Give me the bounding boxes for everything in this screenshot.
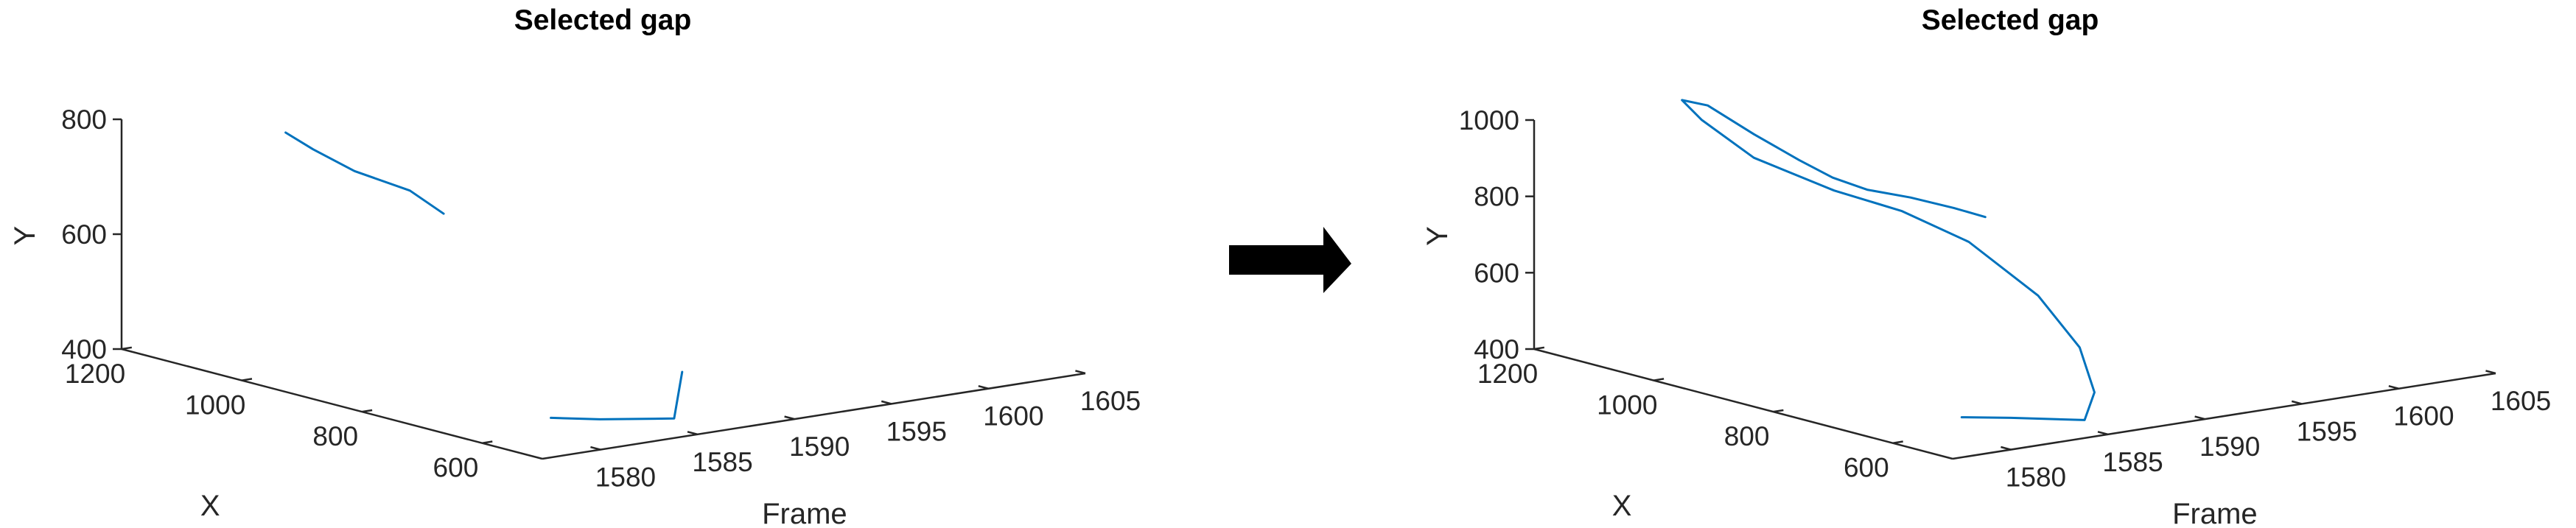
y-tick-label: 800 (1474, 182, 1519, 212)
x-tick-label: 1000 (185, 390, 245, 420)
chart-title: Selected gap (1922, 4, 2099, 36)
frame-tick-mark (590, 446, 601, 451)
y-tick-label: 600 (1474, 258, 1519, 288)
x-tick-mark (1773, 409, 1784, 413)
x-tick-mark (121, 346, 133, 351)
x-tick-label: 600 (433, 453, 479, 483)
x-tick-mark (241, 378, 253, 381)
y-tick-label: 600 (61, 219, 107, 250)
x-axis-label: X (200, 490, 220, 522)
frame-tick-label: 1580 (595, 462, 656, 493)
frame-axis-line (542, 372, 1086, 460)
x-tick-label: 1000 (1597, 390, 1657, 420)
frame-tick-label: 1600 (2393, 401, 2454, 432)
frame-axis-line (1952, 372, 2496, 460)
frame-tick-mark (2097, 431, 2108, 436)
frame-tick-label: 1605 (1080, 386, 1141, 416)
frame-tick-mark (2485, 370, 2496, 375)
x-axis-line (121, 348, 543, 460)
trajectory-line-2 (284, 131, 445, 215)
frame-tick-mark (1075, 370, 1086, 375)
chart-title: Selected gap (514, 4, 692, 36)
frame-tick-label: 1590 (789, 432, 850, 462)
frame-tick-label: 1585 (2102, 447, 2163, 477)
x-tick-label: 600 (1844, 453, 1889, 483)
right-3d-plot: Selected gap 1200 1000 800 600 1580 1585 1590 15… (1421, 4, 2551, 528)
frame-axis-label: Frame (2172, 498, 2258, 528)
x-tick-mark (1533, 346, 1545, 351)
x-tick-label: 1200 (65, 359, 125, 389)
frame-tick-mark (784, 415, 795, 420)
y-tick-label: 800 (61, 105, 107, 135)
y-axis-label: Y (1421, 226, 1454, 246)
y-axis-label: Y (9, 226, 41, 246)
frame-tick-mark (881, 400, 892, 405)
y-tick-label: 400 (61, 334, 107, 365)
frame-axis-label: Frame (762, 498, 847, 528)
y-tick-label: 1000 (1459, 105, 1519, 135)
frame-tick-mark (2388, 384, 2399, 390)
x-axis-label: X (1612, 490, 1632, 522)
frame-tick-label: 1595 (2297, 416, 2357, 446)
frame-tick-mark (978, 384, 989, 390)
trajectory-line-1 (550, 370, 684, 420)
x-tick-mark (482, 440, 493, 444)
x-tick-label: 800 (1724, 421, 1770, 451)
x-tick-mark (1892, 440, 1903, 444)
trajectory-line-1 (1681, 99, 2096, 421)
frame-tick-label: 1595 (886, 416, 947, 446)
frame-tick-label: 1600 (983, 401, 1043, 432)
x-tick-label: 800 (312, 421, 358, 451)
x-tick-mark (362, 409, 373, 413)
x-tick-label: 1200 (1477, 359, 1538, 389)
frame-tick-mark (2291, 400, 2303, 405)
left-3d-plot: Selected gap 1200 1000 800 600 1580 1585 1590 15… (9, 4, 1141, 528)
frame-tick-label: 1585 (692, 447, 752, 477)
frame-tick-mark (2001, 446, 2012, 451)
y-tick-label: 400 (1474, 334, 1519, 365)
frame-tick-mark (2194, 415, 2205, 420)
frame-tick-label: 1580 (2006, 462, 2066, 493)
frame-tick-label: 1590 (2199, 432, 2260, 462)
frame-tick-label: 1605 (2491, 386, 2551, 416)
x-tick-mark (1653, 378, 1665, 381)
x-axis-line (1533, 348, 1953, 460)
frame-tick-mark (687, 431, 698, 436)
arrow-right-icon (1229, 227, 1351, 293)
